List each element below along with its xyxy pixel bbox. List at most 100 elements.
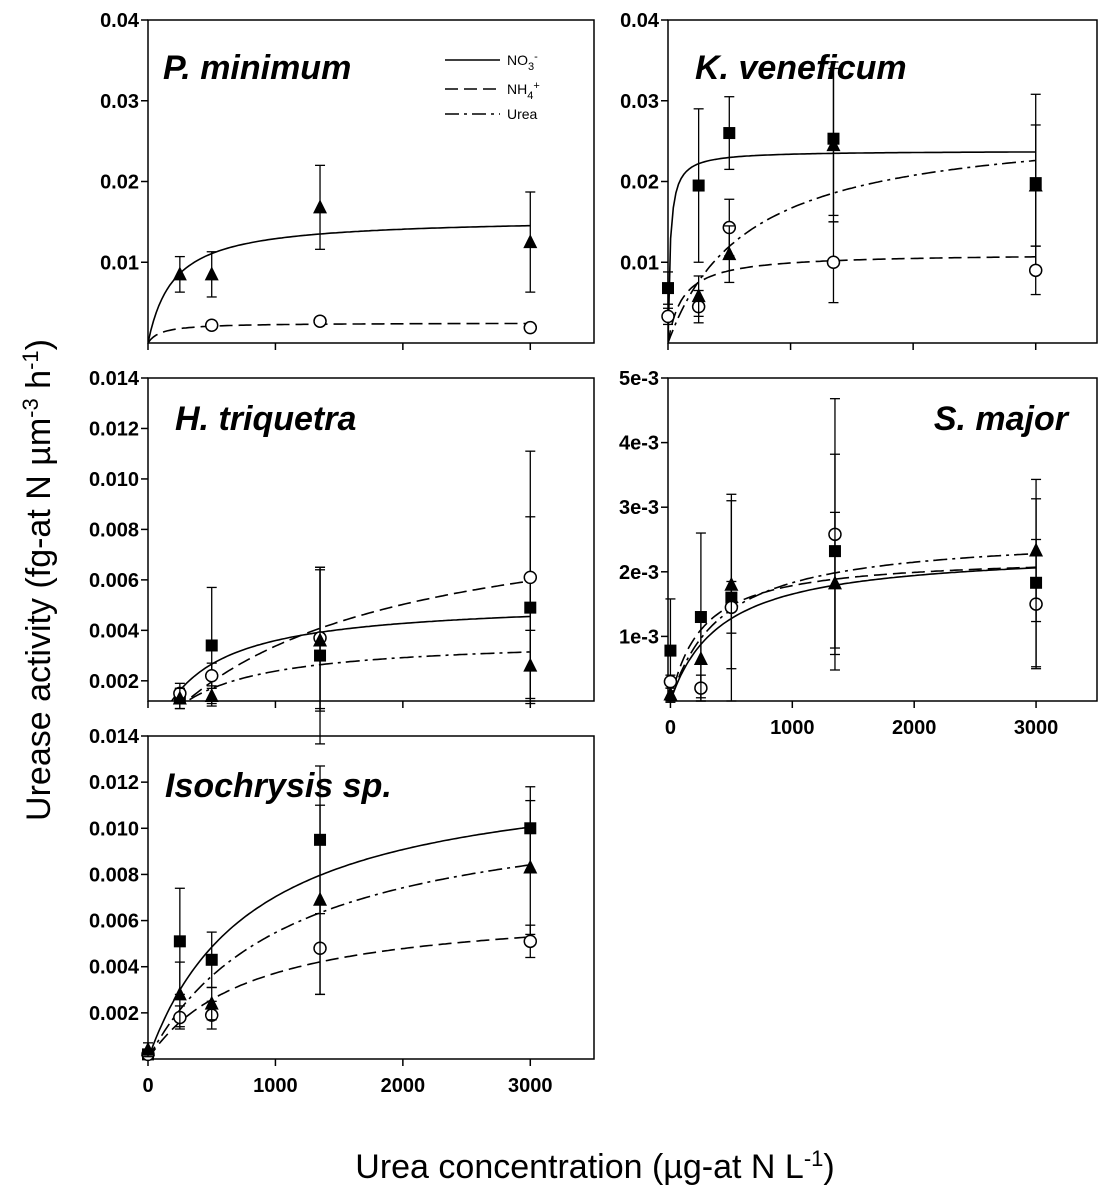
fit-curve-dashdot [185,651,531,701]
curves-group [668,151,1036,343]
panel-2: 0.002 0.004 0.006 0.008 0.010 0.012 0.014 H. tr… [89,368,595,745]
panel-1: 0.01 0.02 0.03 0.04 K. veneficum [620,10,1098,350]
x-tick-label: 3000 [1014,717,1059,739]
y-tick-label: 0.010 [89,469,139,491]
y-tick-label: 0.04 [100,10,140,32]
data-point-circle [523,320,538,335]
y-tick-label: 0.04 [620,10,660,32]
y-tick-label: 0.02 [100,172,139,194]
y-axis-title-sup1: -3 [18,398,43,418]
data-point-circle [204,669,219,683]
data-point-triangle [523,234,538,249]
panel-3: 1e-3 2e-3 3e-3 4e-3 5e-3 0 1000 2000 3000 S. majo… [619,368,1098,739]
data-point-triangle [172,266,187,281]
y-tick-label: 0.006 [89,911,139,933]
data-point-circle [663,674,678,689]
data-point-triangle [693,651,708,666]
data-point-triangle [722,246,737,261]
x-tick-label: 0 [142,1075,153,1097]
panel-title: K. veneficum [695,49,907,87]
data-point-triangle [204,687,219,702]
data-point-circle [661,309,675,324]
y-axis-title-main: Urease activity (fg-at N µm [20,418,58,821]
y-tick-label: 0.03 [100,91,139,113]
x-tick-label: 1000 [770,717,815,739]
data-point-square [662,282,674,295]
data-point-square [664,644,677,657]
x-tick-label: 3000 [508,1075,553,1097]
curves-group [668,552,1037,701]
curves-group [148,826,531,1059]
y-axis-title-sup2: -1 [18,350,43,370]
y-tick-label: 2e-3 [619,562,659,584]
x-tick-label: 1000 [253,1075,298,1097]
data-point-square [205,953,218,966]
data-point-triangle [523,859,538,874]
x-tick-label: 0 [665,717,676,739]
data-point-triangle [172,690,187,705]
y-tick-label: 0.008 [89,519,139,541]
legend-label: NH4+ [507,80,540,102]
x-axis-title-main: Urea concentration (µg-at N L [355,1148,804,1186]
x-tick-label: 2000 [892,717,937,739]
y-tick-label: 0.006 [89,570,139,592]
x-tick-label: 2000 [381,1075,426,1097]
data-point-triangle [172,986,187,1001]
y-tick-label: 0.004 [89,620,140,642]
y-tick-label: 0.004 [89,957,140,979]
data-point-triangle [724,576,739,591]
fit-curve-dashed [668,566,1037,701]
data-point-circle [313,314,327,328]
x-axis-title-sup: -1 [804,1146,824,1171]
y-tick-label: 0.014 [89,726,140,748]
data-point-triangle [827,575,842,590]
data-point-triangle [313,632,328,647]
y-tick-label: 0.002 [89,671,139,693]
plot-frame [667,377,1098,702]
data-point-triangle [1029,542,1044,557]
data-point-triangle [663,686,678,701]
y-tick-label: 0.002 [89,1003,139,1025]
data-point-triangle [523,657,538,672]
data-point-triangle [826,137,841,152]
data-point-circle [826,255,841,269]
data-point-triangle [141,1041,155,1056]
y-tick-label: 5e-3 [619,368,659,390]
x-axis-title: Urea concentration (µg-at N L-1) [355,1146,834,1186]
data-point-circle [1028,263,1043,278]
data-point-square [692,179,705,192]
y-tick-label: 0.010 [89,818,139,840]
fit-curve-solid [668,567,1037,701]
y-tick-label: 0.012 [89,772,139,794]
fit-curve-solid [148,826,531,1059]
y-tick-label: 4e-3 [619,433,659,455]
fit-curve-dashdot [668,159,1036,343]
data-point-square [173,935,186,948]
fit-curve-solid [668,151,1036,343]
data-point-square [205,639,218,652]
y-tick-label: 3e-3 [619,497,659,519]
panel-0: 0.01 0.02 0.03 0.04 P. minimum [100,10,595,350]
legend: NO3- NH4+ Urea [445,51,540,122]
y-tick-label: 0.012 [89,418,139,440]
data-point-triangle [204,266,219,281]
data-point-triangle [1028,177,1043,192]
data-point-triangle [691,288,706,303]
y-tick-label: 1e-3 [619,626,659,648]
data-point-circle [523,570,538,585]
fit-curve-dashdot [668,552,1037,701]
data-point-triangle [313,891,328,906]
y-tick-label: 0.01 [100,252,139,274]
panel-title: S. major [934,400,1070,438]
y-axis-title-mid: h [20,370,58,398]
fit-curve-dashed [185,580,531,701]
y-tick-label: 0.014 [89,368,140,390]
legend-label: Urea [507,106,538,122]
data-point-triangle [204,995,219,1010]
fit-curve-dashed [668,256,1036,343]
y-tick-label: 0.02 [620,172,659,194]
y-axis-title-end: ) [20,339,58,350]
panel-title: Isochrysis sp. [165,767,392,805]
plot-frame [147,377,595,702]
data-point-circle [523,934,538,949]
